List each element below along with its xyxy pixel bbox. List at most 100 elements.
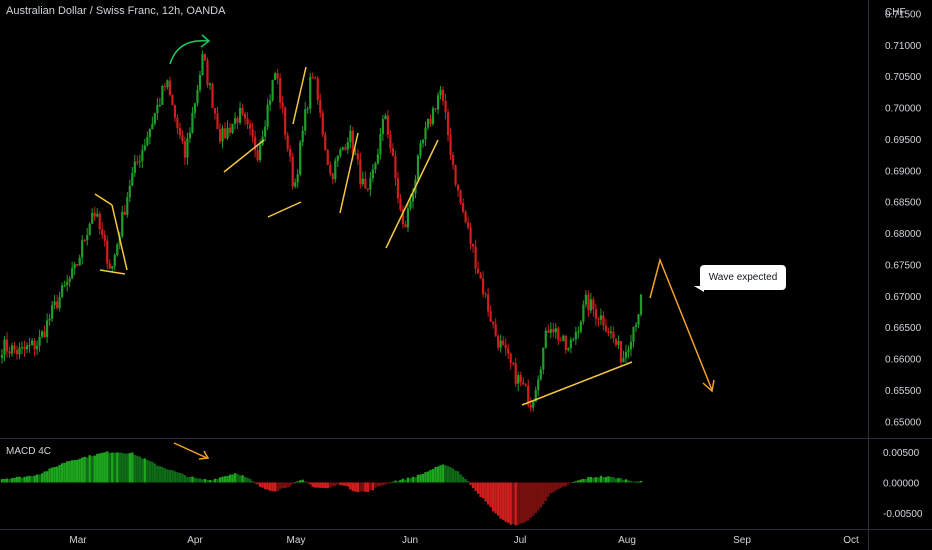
candle-body xyxy=(469,227,472,244)
macd-bar xyxy=(53,466,56,483)
macd-bar xyxy=(101,452,104,483)
candle-body xyxy=(201,54,204,75)
candle xyxy=(311,72,314,79)
macd-bar xyxy=(396,481,400,483)
macd-bar xyxy=(589,477,593,483)
candle xyxy=(309,72,312,114)
candle xyxy=(148,128,151,145)
candle-body xyxy=(33,340,36,350)
macd-bar xyxy=(424,472,427,483)
candle xyxy=(213,107,217,120)
price-tick-label: 0.66000 xyxy=(885,355,922,366)
candle-body xyxy=(271,80,274,101)
candle-body xyxy=(582,304,585,322)
candle-body xyxy=(153,113,156,124)
macd-bar xyxy=(183,475,187,483)
macd-divergence-arrowhead xyxy=(198,450,210,460)
candle xyxy=(426,118,430,130)
candle-body xyxy=(291,156,294,187)
macd-bar xyxy=(299,480,302,483)
macd-bar xyxy=(426,471,430,483)
candle-body xyxy=(216,113,219,130)
macd-bar xyxy=(126,453,129,483)
candle xyxy=(331,172,334,185)
macd-bar xyxy=(406,477,410,483)
candle-body xyxy=(321,112,324,135)
macd-bar xyxy=(60,463,64,483)
candle-body xyxy=(66,281,69,286)
macd-bar xyxy=(73,460,76,483)
macd-bar xyxy=(359,482,362,492)
candle xyxy=(391,143,395,157)
candle-body xyxy=(604,325,608,332)
candle-body xyxy=(106,240,109,264)
candle-body xyxy=(552,329,555,333)
macd-bar xyxy=(376,482,380,487)
candle xyxy=(371,164,374,183)
candle-body xyxy=(286,135,289,150)
candle xyxy=(131,167,134,187)
candle-body xyxy=(499,340,502,348)
candle xyxy=(158,97,161,108)
candle xyxy=(557,326,560,346)
macd-bar xyxy=(564,482,568,487)
macd-bar xyxy=(572,481,575,483)
candle-body xyxy=(274,73,277,81)
macd-bar xyxy=(58,464,61,483)
candle-body xyxy=(266,104,269,127)
candle xyxy=(542,347,545,375)
candle xyxy=(228,122,232,137)
candle-body xyxy=(522,382,525,385)
trend-line xyxy=(339,132,359,214)
candle xyxy=(379,127,382,160)
macd-bar xyxy=(471,482,475,489)
candle xyxy=(191,106,194,134)
macd-bar xyxy=(429,469,432,483)
candle-body xyxy=(281,102,284,108)
macd-bar xyxy=(146,459,149,483)
candle xyxy=(233,112,237,130)
candle xyxy=(30,337,34,346)
candle xyxy=(291,152,294,190)
macd-bar xyxy=(316,482,319,488)
candle xyxy=(83,238,86,243)
macd-bar xyxy=(614,478,618,483)
macd-bar xyxy=(539,482,542,508)
macd-bar xyxy=(431,469,435,483)
macd-bar xyxy=(48,468,51,483)
candle xyxy=(512,361,515,366)
candle-body xyxy=(163,86,166,88)
macd-bar xyxy=(128,453,131,483)
macd-bar xyxy=(306,482,309,484)
macd-bar xyxy=(108,452,111,483)
candle xyxy=(264,120,267,142)
macd-bar xyxy=(617,477,620,483)
candle-body xyxy=(519,375,522,383)
candle-body xyxy=(376,154,379,164)
candle-body xyxy=(103,234,106,241)
candle-body xyxy=(316,78,319,101)
candle xyxy=(394,150,397,186)
candle xyxy=(3,336,6,362)
candle xyxy=(547,324,550,333)
macd-bar xyxy=(143,458,147,483)
time-tick-label: Mar xyxy=(69,535,87,546)
trend-line xyxy=(521,361,633,406)
candle xyxy=(286,131,289,153)
wave-expected-callout[interactable]: Wave expected xyxy=(700,265,786,290)
macd-bar xyxy=(629,481,633,483)
time-tick-label: Jun xyxy=(402,535,418,546)
macd-bar xyxy=(206,480,209,483)
macd-bar xyxy=(106,451,109,483)
time-tick-label: Jul xyxy=(514,535,527,546)
candle-body xyxy=(416,155,420,180)
macd-bar xyxy=(251,481,254,483)
candle-body xyxy=(13,345,16,350)
candle xyxy=(25,342,29,353)
macd-bar xyxy=(627,480,630,483)
macd-bar xyxy=(256,482,259,485)
candle-body xyxy=(294,182,297,187)
candle-body xyxy=(429,119,432,124)
candle xyxy=(451,151,455,170)
